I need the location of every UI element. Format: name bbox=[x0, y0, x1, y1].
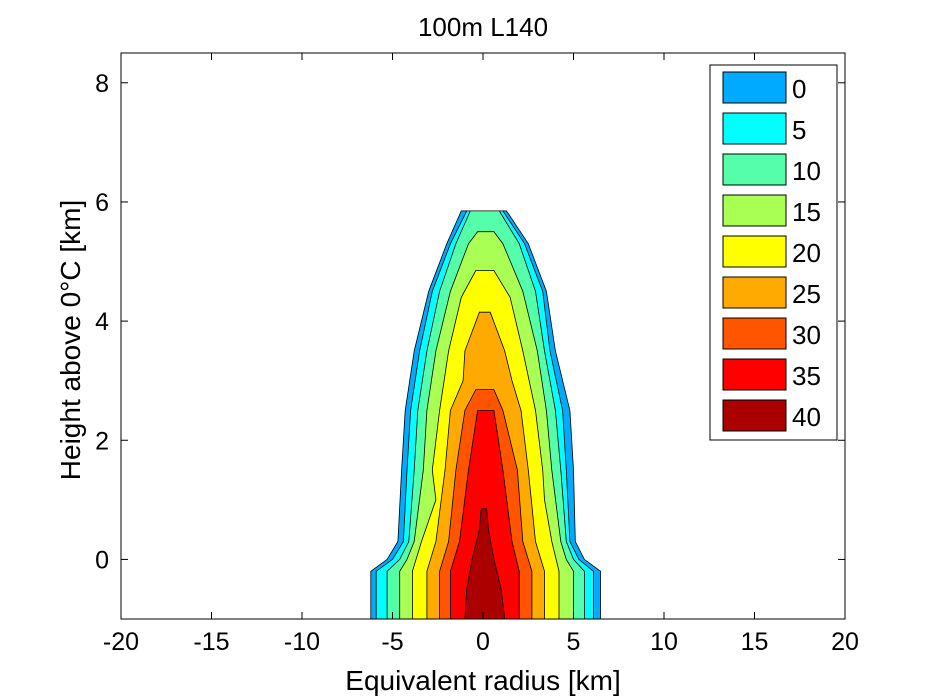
legend-label: 0 bbox=[792, 74, 806, 104]
legend-swatch-0 bbox=[722, 71, 787, 104]
y-tick-label: 8 bbox=[95, 70, 109, 98]
y-tick-label: 6 bbox=[95, 189, 109, 217]
legend-label: 10 bbox=[792, 156, 821, 186]
legend-label: 40 bbox=[792, 402, 821, 432]
legend-swatch-20 bbox=[722, 235, 787, 268]
x-tick-label: -20 bbox=[103, 628, 139, 656]
legend-swatch-40 bbox=[722, 399, 787, 432]
x-tick-label: 20 bbox=[831, 628, 859, 656]
chart-legend: 0 5 10 15 20 25 30 35 40 bbox=[709, 64, 838, 441]
chart-title: 100m L140 bbox=[418, 12, 548, 42]
legend-swatch-5 bbox=[722, 112, 787, 145]
contour-level-40 bbox=[464, 508, 506, 620]
x-tick-label: -15 bbox=[193, 628, 229, 656]
x-axis-label: Equivalent radius [km] bbox=[345, 665, 620, 696]
x-tick-label: 15 bbox=[741, 628, 769, 656]
legend-label: 15 bbox=[792, 197, 821, 227]
legend-label: 35 bbox=[792, 361, 821, 391]
y-tick-label: 4 bbox=[95, 308, 109, 336]
y-tick-label: 2 bbox=[95, 427, 109, 455]
legend-label: 25 bbox=[792, 279, 821, 309]
legend-swatch-10 bbox=[722, 153, 787, 186]
legend-swatch-35 bbox=[722, 358, 787, 391]
y-tick-label: 0 bbox=[95, 546, 109, 574]
legend-label: 30 bbox=[792, 320, 821, 350]
legend-swatch-15 bbox=[722, 194, 787, 227]
axis-ticks: -20 -15 -10 -5 0 5 10 15 20 0 2 4 6 8 bbox=[95, 53, 859, 656]
x-tick-label: -5 bbox=[381, 628, 403, 656]
x-tick-label: 5 bbox=[567, 628, 581, 656]
legend-swatch-30 bbox=[722, 317, 787, 350]
x-tick-label: 10 bbox=[650, 628, 678, 656]
y-axis-label: Height above 0°C [km] bbox=[55, 200, 86, 480]
legend-label: 5 bbox=[792, 115, 806, 145]
contour-fills bbox=[370, 210, 601, 620]
x-tick-label: -10 bbox=[284, 628, 320, 656]
x-tick-label: 0 bbox=[476, 628, 490, 656]
legend-label: 20 bbox=[792, 238, 821, 268]
legend-swatch-25 bbox=[722, 276, 787, 309]
